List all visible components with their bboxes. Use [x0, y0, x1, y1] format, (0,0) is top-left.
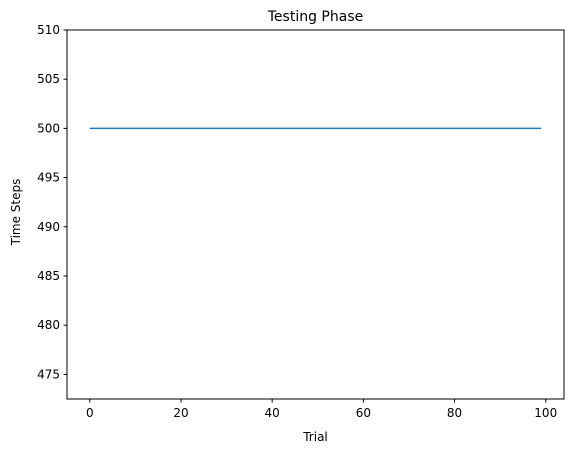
y-tick-label: 510 [37, 23, 60, 37]
y-tick-label: 500 [37, 121, 60, 135]
x-tick-label: 0 [86, 406, 94, 420]
x-tick-label: 80 [447, 406, 462, 420]
plot-frame [66, 29, 565, 400]
x-axis: 0 20 40 60 80 100 [86, 399, 557, 420]
y-tick-label: 475 [37, 367, 60, 381]
y-tick-label: 505 [37, 72, 60, 86]
x-tick-label: 60 [356, 406, 371, 420]
chart-title: Testing Phase [267, 9, 363, 25]
y-tick-label: 485 [37, 269, 60, 283]
x-tick-label: 100 [534, 406, 557, 420]
y-axis-label: Time Steps [9, 179, 23, 247]
x-tick-label: 40 [265, 406, 280, 420]
y-tick-label: 495 [37, 171, 60, 185]
x-tick-label: 20 [173, 406, 188, 420]
x-axis-label: Trial [302, 430, 328, 444]
y-axis: 475 480 485 490 495 500 505 510 [37, 23, 67, 381]
y-tick-label: 480 [37, 318, 60, 332]
y-tick-label: 490 [37, 220, 60, 234]
